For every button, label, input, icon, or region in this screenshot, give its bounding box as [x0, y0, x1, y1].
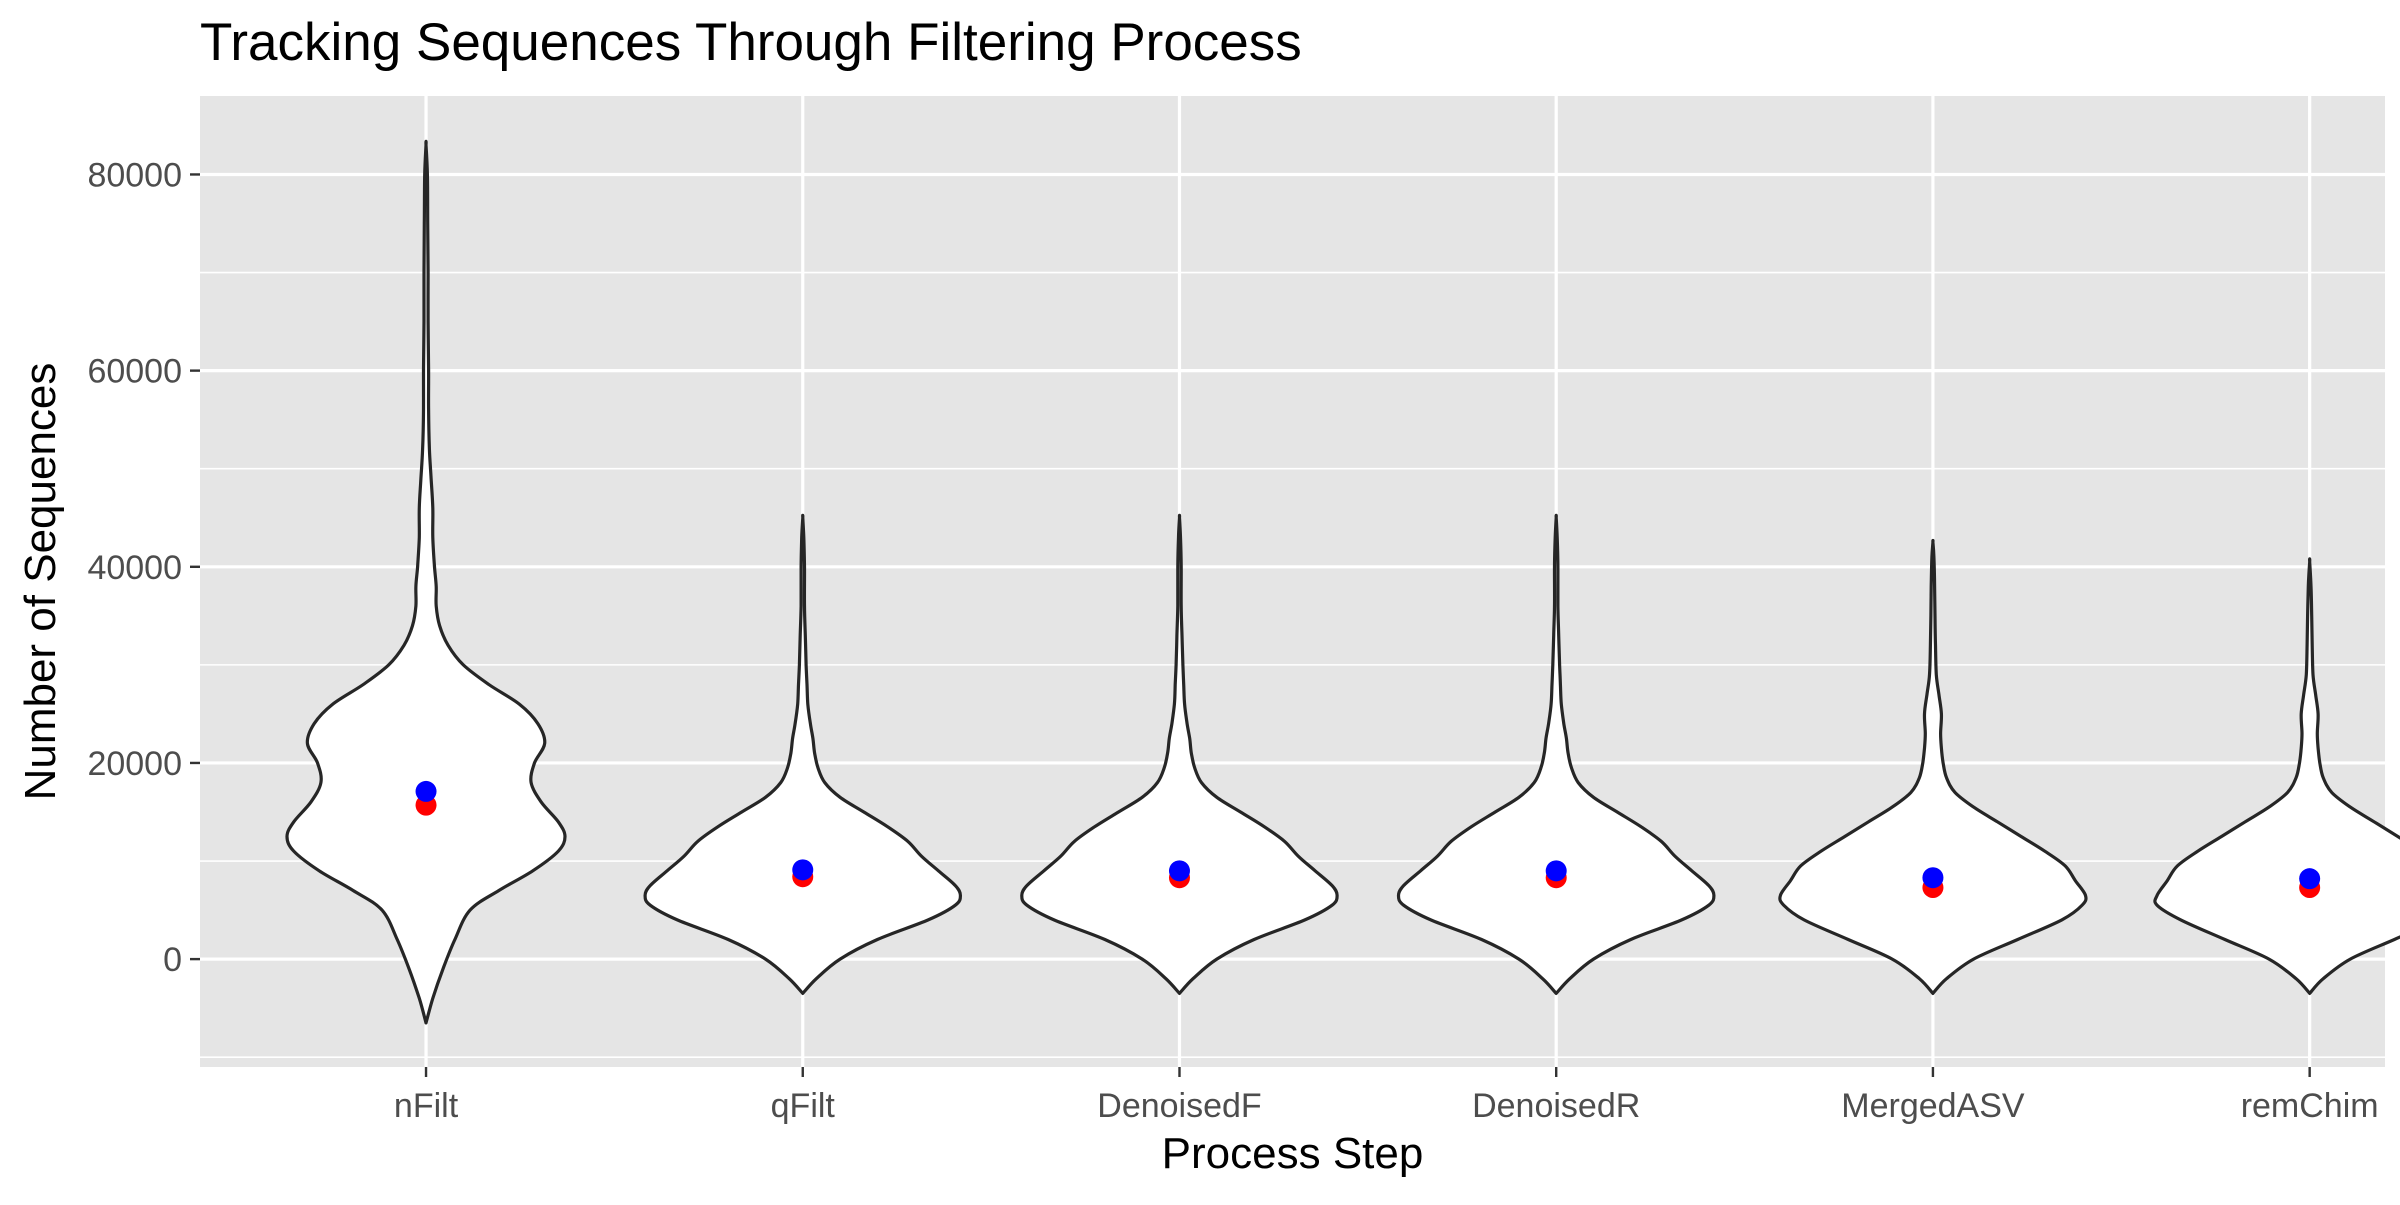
violin-nFilt: [285, 139, 567, 1025]
violin-qFilt: [643, 513, 963, 995]
summary-points: [415, 780, 2321, 899]
blue-point-qFilt: [792, 859, 814, 881]
y-tick-label: 0: [163, 941, 182, 979]
y-tick-label: 60000: [87, 353, 182, 391]
x-tick-label-remChim: remChim: [2241, 1087, 2379, 1125]
blue-point-remChim: [2299, 868, 2321, 890]
violins: [285, 139, 2400, 1025]
y-tick-label: 40000: [87, 549, 182, 587]
violin-remChim: [2153, 557, 2400, 995]
x-tick-label-DenoisedF: DenoisedF: [1097, 1087, 1261, 1125]
x-axis-title: Process Step: [1162, 1129, 1424, 1178]
x-tick-label-MergedASV: MergedASV: [1841, 1087, 2025, 1125]
blue-point-DenoisedR: [1545, 860, 1567, 882]
axes: 0 20000 40000 60000 80000 nFilt qFilt DenoisedF…: [87, 156, 2378, 1125]
y-tick-label: 20000: [87, 745, 182, 783]
chart-title: Tracking Sequences Through Filtering Pro…: [200, 13, 1302, 72]
blue-point-MergedASV: [1922, 867, 1944, 889]
violin-DenoisedR: [1396, 513, 1716, 995]
blue-point-nFilt: [415, 780, 437, 802]
x-tick-label-DenoisedR: DenoisedR: [1472, 1087, 1640, 1125]
violin-MergedASV: [1778, 538, 2088, 995]
y-axis-title: Number of Sequences: [16, 363, 65, 801]
y-tick-label: 80000: [87, 156, 182, 194]
x-tick-label-qFilt: qFilt: [771, 1087, 836, 1125]
blue-point-DenoisedF: [1168, 860, 1190, 882]
x-tick-label-nFilt: nFilt: [394, 1087, 459, 1125]
violin-DenoisedF: [1020, 513, 1339, 995]
